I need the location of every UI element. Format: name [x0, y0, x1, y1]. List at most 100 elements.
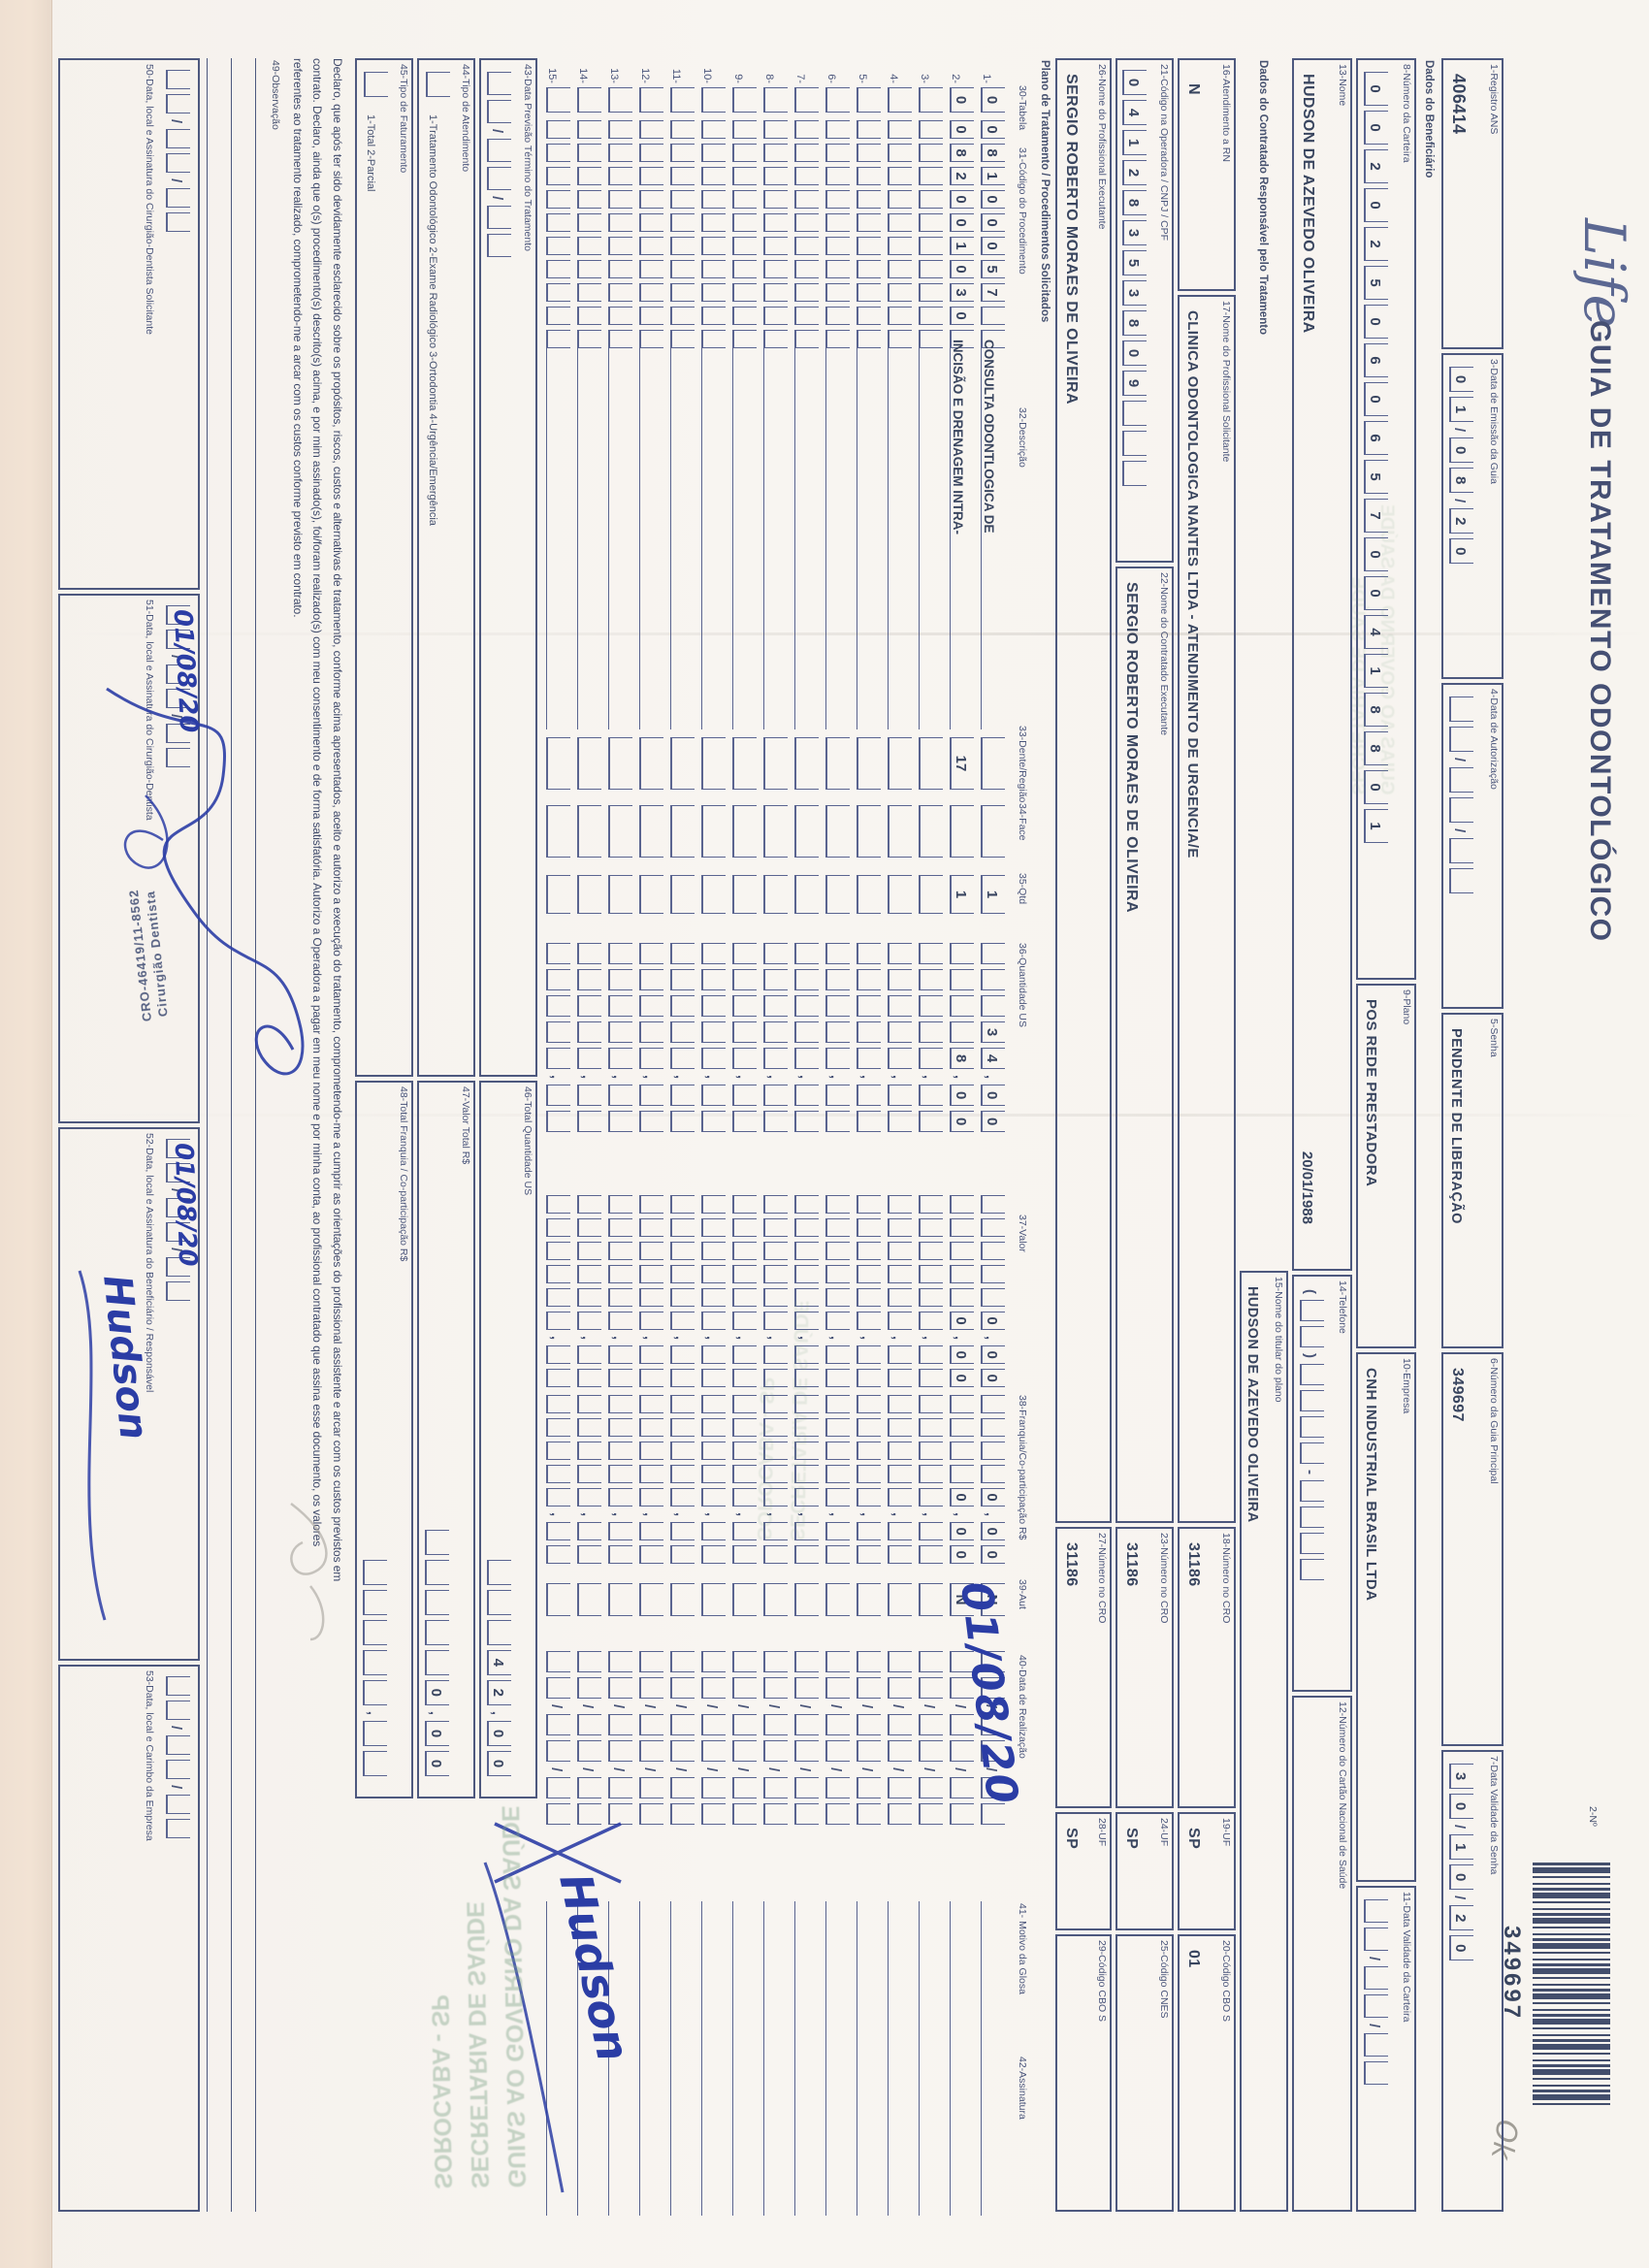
separator: ) — [1302, 1353, 1318, 1358]
digit-box — [981, 1288, 1005, 1307]
digit-box — [981, 1418, 1005, 1437]
digit-box — [608, 1488, 632, 1507]
digit-box — [608, 1651, 632, 1672]
digit-box — [546, 260, 570, 278]
digit-box — [732, 1803, 757, 1826]
digit-box — [857, 1488, 881, 1507]
separator: , — [858, 1336, 875, 1341]
cell-qus: , — [732, 943, 757, 1137]
digit-box — [701, 1288, 726, 1307]
digit-box — [701, 1242, 726, 1260]
digit-box — [919, 1803, 943, 1826]
digit-box — [825, 1395, 850, 1413]
section-plano-tratamento: Plano de Tratamento / Procedimentos Soli… — [1039, 60, 1051, 323]
digit-box — [857, 1345, 881, 1365]
digit-box — [670, 307, 695, 325]
col-header-assinatura: 42-Assinatura — [1017, 2057, 1028, 2120]
separator: / — [827, 1767, 844, 1772]
options-text: 1-Total 2-Parcial — [365, 114, 376, 192]
digit-box — [732, 1583, 757, 1616]
digit-box — [701, 283, 726, 302]
cell-assinatura — [732, 1901, 757, 2216]
cell-aut — [608, 1583, 632, 1621]
bleedthrough-text-faint-2: SECRETARIA DE SAÚDE SOROCABA - SP — [747, 1299, 817, 1541]
cell-qtd: 1 — [981, 875, 1005, 919]
handwritten-date-52: 01/08/20 — [168, 1142, 203, 1268]
field-validade-senha: 7-Data Validade da Senha 3 0 / 1 0 / 2 0 — [1441, 1750, 1504, 2212]
digit-box — [546, 1442, 570, 1460]
cell-descricao — [701, 338, 726, 729]
digit-box — [608, 1442, 632, 1460]
digit-box — [888, 307, 912, 325]
digit-box — [919, 1583, 943, 1616]
field-label: 27-Número no CRO — [1096, 1533, 1108, 1624]
digit-box: 5 — [1364, 460, 1388, 494]
digit-box — [950, 1418, 974, 1437]
digit-box — [763, 237, 788, 255]
digit-box — [888, 1803, 912, 1826]
digit-box — [825, 1369, 850, 1388]
col-header-qtd: 35-Qtd — [1017, 873, 1028, 905]
digit-box — [794, 995, 819, 1017]
cell-num: 5- — [857, 74, 868, 83]
digit-box — [546, 943, 570, 964]
digit-box — [763, 1021, 788, 1043]
digit-box — [732, 875, 757, 914]
cell-aut — [546, 1583, 570, 1621]
field-previsao-termino: 43-Data Previsão Término do Tratamento /… — [479, 58, 537, 1077]
digit-box — [794, 1777, 819, 1799]
digit-box — [701, 1085, 726, 1107]
digit-box — [608, 260, 632, 278]
digit-box — [888, 283, 912, 302]
digit-box — [701, 995, 726, 1017]
separator: / — [579, 1704, 596, 1709]
cell-tabela — [794, 87, 819, 117]
digit-box — [919, 1522, 943, 1541]
cell-data: / / — [794, 1651, 819, 1830]
digit-box: 3 — [1122, 280, 1147, 306]
separator: , — [579, 1336, 596, 1341]
digit-box — [577, 1369, 601, 1388]
field-value: PENDENTE DE LIBERAÇÃO — [1448, 1028, 1464, 1224]
digit-box — [888, 1488, 912, 1507]
digit-box — [670, 1288, 695, 1307]
digit-box — [639, 1545, 663, 1565]
cell-qtd — [857, 875, 881, 919]
digit-box — [857, 1740, 881, 1763]
cell-tabela — [639, 87, 663, 117]
digit-box — [794, 213, 819, 232]
field-label: 26-Nome do Profissional Executante — [1096, 64, 1108, 230]
cell-valor: , — [608, 1195, 632, 1392]
digit-box — [857, 1651, 881, 1672]
digit-box — [794, 237, 819, 255]
digit-box — [763, 875, 788, 914]
digit-box — [701, 1418, 726, 1437]
cell-franquia: , — [857, 1395, 881, 1569]
digit-box — [888, 969, 912, 990]
digit-box — [794, 1677, 819, 1699]
digit-box: 0 — [1364, 305, 1388, 339]
digit-box — [701, 1395, 726, 1413]
separator: / — [921, 1704, 937, 1709]
digit-box: 4 — [981, 1048, 1005, 1069]
digit-box — [639, 144, 663, 162]
field-cro-profissional: 27-Número no CRO 31186 — [1055, 1527, 1112, 1808]
digit-box — [919, 1048, 943, 1069]
digit-box: 2 — [1449, 508, 1473, 535]
digit-comb: , — [363, 1559, 387, 1781]
field-value: HUDSON DE AZEVEDO OLIVEIRA — [1245, 1286, 1260, 1523]
digit-box — [857, 1714, 881, 1736]
digit-box — [639, 995, 663, 1017]
bleedthrough-text-strong: GUIAS AO GOVERNO DA SAÚDE SECRETARIA DE … — [418, 1805, 535, 2189]
digit-box — [639, 307, 663, 325]
digit-box — [794, 283, 819, 302]
digit-box — [794, 1740, 819, 1763]
digit-box — [950, 1218, 974, 1237]
digit-box — [888, 1265, 912, 1283]
digit-box — [639, 1265, 663, 1283]
digit-box — [701, 737, 726, 790]
digit-box — [546, 1418, 570, 1437]
separator: , — [365, 1710, 381, 1715]
digit-box — [888, 1395, 912, 1413]
digit-box — [857, 1395, 881, 1413]
